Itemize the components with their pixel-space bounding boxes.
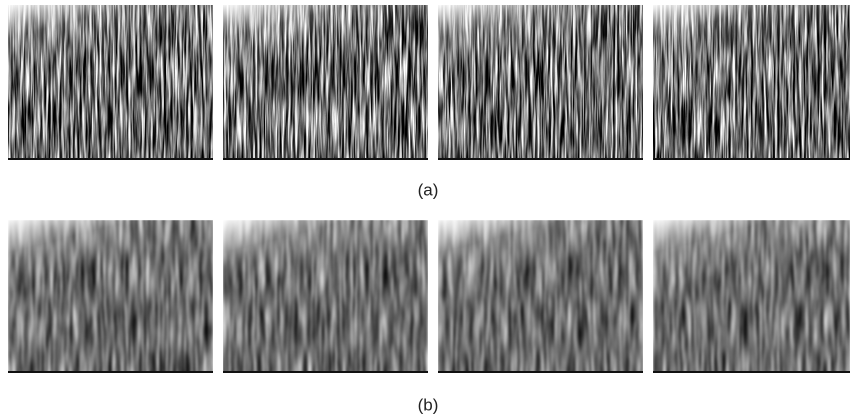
image-highlight — [223, 220, 428, 312]
image-highlight — [438, 220, 643, 312]
image-highlight — [653, 5, 850, 98]
image-highlight — [438, 5, 643, 98]
image-highlight — [8, 5, 213, 98]
caption: (b) — [418, 395, 439, 414]
image-highlight — [8, 220, 213, 312]
image-highlight — [223, 5, 428, 98]
image-highlight — [653, 220, 850, 312]
caption: (a) — [418, 180, 439, 199]
